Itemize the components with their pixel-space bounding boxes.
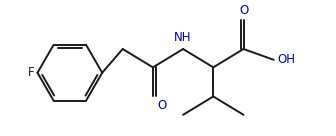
Text: OH: OH [277,53,295,66]
Text: O: O [239,4,248,17]
Text: F: F [28,66,34,79]
Text: NH: NH [174,31,192,44]
Text: O: O [157,99,166,112]
